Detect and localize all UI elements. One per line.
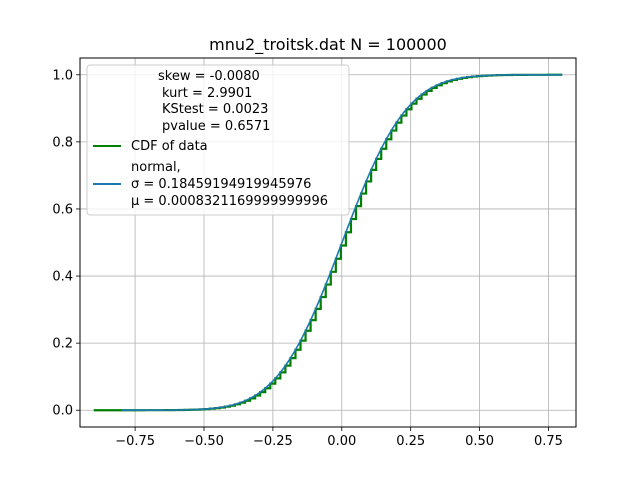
ticks: −0.75 −0.50 −0.25 0.00 0.25 0.50 0.75 0.0 0.2 0.4…	[52, 68, 563, 449]
y-tick-label: 0.2	[52, 337, 73, 352]
legend-label-normal-line1: normal,	[131, 160, 181, 175]
y-tick-label: 0.0	[52, 404, 73, 419]
legend: skew = -0.0080 kurt = 2.9901 KStest = 0.…	[86, 64, 350, 216]
axes-frame	[79, 57, 577, 428]
stats-line-kurt: kurt = 2.9901	[162, 86, 252, 101]
x-tick-label: 0.25	[396, 434, 425, 449]
x-tick-label: 0.75	[534, 434, 563, 449]
x-tick-label: 0.00	[327, 434, 356, 449]
legend-label-normal-sigma: σ = 0.18459194919945976	[131, 177, 311, 192]
x-tick-label: −0.75	[115, 434, 155, 449]
x-tick-label: −0.50	[184, 434, 224, 449]
legend-label-normal-mu: μ = 0.0008321169999999996	[131, 194, 328, 209]
stats-line-skew: skew = -0.0080	[158, 69, 260, 84]
legend-label-cdf-data: CDF of data	[131, 139, 208, 154]
y-tick-label: 0.8	[52, 135, 73, 150]
series-line-normal	[121, 73, 563, 412]
series-layer	[93, 73, 563, 412]
y-tick-label: 0.4	[52, 270, 73, 285]
legend-frame	[86, 64, 350, 216]
x-tick-label: −0.25	[253, 434, 293, 449]
stats-line-pvalue: pvalue = 0.6571	[162, 119, 270, 134]
stats-line-kstest: KStest = 0.0023	[162, 102, 268, 117]
y-tick-label: 0.6	[52, 202, 73, 217]
x-tick-label: 0.50	[465, 434, 494, 449]
y-tick-label: 1.0	[52, 68, 73, 83]
chart-title: mnu2_troitsk.dat N = 100000	[209, 35, 447, 55]
